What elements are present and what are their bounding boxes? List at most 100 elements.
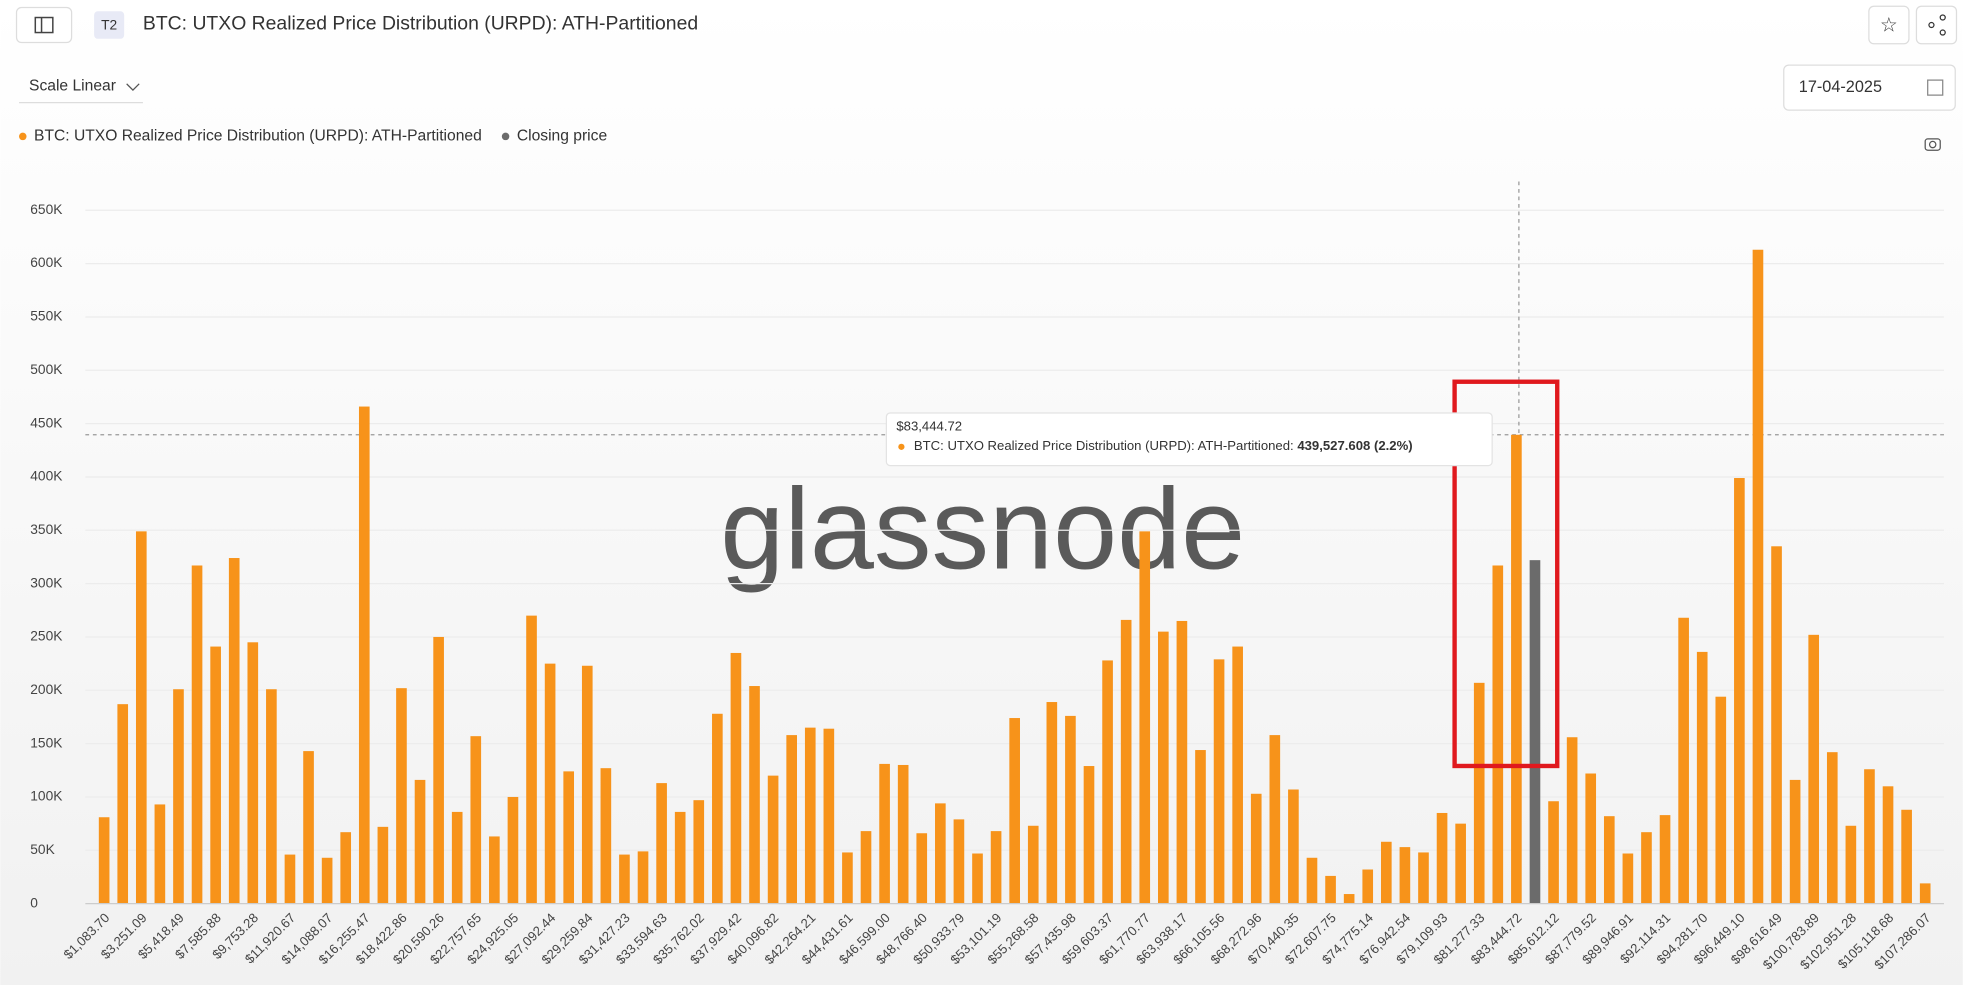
bar (1696, 651, 1708, 904)
share-button[interactable] (1915, 5, 1958, 45)
calendar-icon (1927, 79, 1944, 96)
bar (396, 688, 407, 904)
bar (247, 642, 259, 904)
bar (935, 803, 946, 904)
bar (1436, 812, 1448, 904)
bar (897, 764, 909, 904)
bar (1380, 841, 1392, 904)
bar (953, 819, 965, 904)
share-icon (1928, 21, 1935, 29)
bar (730, 652, 742, 904)
bar (1455, 823, 1466, 904)
bar (1158, 631, 1169, 904)
star-icon: ☆ (1880, 15, 1898, 37)
bar (674, 811, 686, 904)
bar (1771, 546, 1782, 904)
bar (767, 775, 779, 904)
bar (1418, 852, 1429, 904)
bar (656, 783, 667, 904)
bar (173, 689, 184, 904)
camera-lens (1928, 140, 1937, 149)
bar (563, 771, 575, 904)
bar (619, 854, 630, 904)
bar (1845, 825, 1857, 904)
bar (1046, 702, 1058, 904)
bar (972, 853, 983, 904)
bar (1678, 617, 1689, 904)
bar (117, 704, 129, 904)
y-tick-label: 100K (30, 789, 63, 804)
scale-selector[interactable]: Scale Linear (29, 77, 116, 94)
bar (1882, 786, 1894, 904)
bar (1269, 735, 1281, 904)
y-tick-label: 250K (30, 629, 63, 644)
bar (1306, 857, 1318, 904)
bar (1529, 560, 1541, 904)
bar (135, 531, 147, 904)
bar (823, 728, 835, 904)
bar (1901, 809, 1912, 904)
favorite-button[interactable] (1868, 5, 1910, 45)
bar (1027, 825, 1039, 904)
y-tick-label: 0 (30, 895, 38, 910)
bar (786, 735, 797, 904)
bar (990, 831, 1002, 904)
date-value: 17-04-2025 (1799, 78, 1882, 96)
bar (600, 768, 612, 904)
bar (1139, 531, 1151, 904)
bar (1232, 646, 1243, 904)
bar (916, 833, 928, 904)
bar (1325, 875, 1336, 904)
bar (1250, 793, 1262, 904)
bar (1864, 769, 1875, 904)
y-tick-label: 450K (30, 415, 63, 430)
bar (804, 727, 816, 904)
bar (321, 857, 333, 904)
bar (1343, 894, 1355, 904)
bar (1083, 766, 1095, 904)
bar (1919, 883, 1931, 904)
y-tick-label: 300K (30, 575, 63, 590)
y-tick-label: 200K (30, 682, 63, 697)
bar (1492, 565, 1504, 904)
tooltip-box (885, 412, 1493, 467)
bar (1399, 847, 1411, 904)
bar (433, 636, 444, 904)
bar (1752, 249, 1764, 904)
bar (1102, 660, 1113, 904)
bar (340, 832, 352, 904)
tooltip-dot (898, 443, 905, 450)
bar (228, 558, 240, 904)
bar (1176, 620, 1188, 904)
bar (1585, 773, 1597, 904)
tier-badge (94, 11, 125, 39)
watermark: glassnode (720, 466, 1245, 594)
legend-label: Closing price (517, 128, 607, 145)
bar (191, 565, 203, 904)
bar (98, 817, 110, 904)
bar (581, 665, 593, 904)
camera-icon[interactable] (1924, 138, 1941, 151)
bar (1009, 718, 1020, 904)
sidebar-toggle[interactable] (15, 6, 73, 44)
bar (1641, 832, 1652, 904)
y-tick-label: 150K (30, 735, 63, 750)
bar (303, 751, 314, 904)
legend: BTC: UTXO Realized Price Distribution (U… (19, 128, 607, 145)
bar (1603, 816, 1615, 904)
bar (414, 779, 426, 904)
page-title: BTC: UTXO Realized Price Distribution (U… (143, 13, 698, 35)
dropdown-caret (126, 83, 140, 91)
tooltip-value: 439,527.608 (2.2%) (1297, 438, 1412, 453)
tooltip-series-name: BTC: UTXO Realized Price Distribution (U… (914, 438, 1294, 453)
y-tick-label: 50K (30, 842, 55, 857)
bar (749, 686, 760, 904)
bar (507, 796, 519, 904)
sidebar-icon (34, 16, 54, 34)
bar (1622, 853, 1634, 904)
bar (1566, 737, 1578, 904)
date-picker[interactable] (1783, 64, 1956, 111)
